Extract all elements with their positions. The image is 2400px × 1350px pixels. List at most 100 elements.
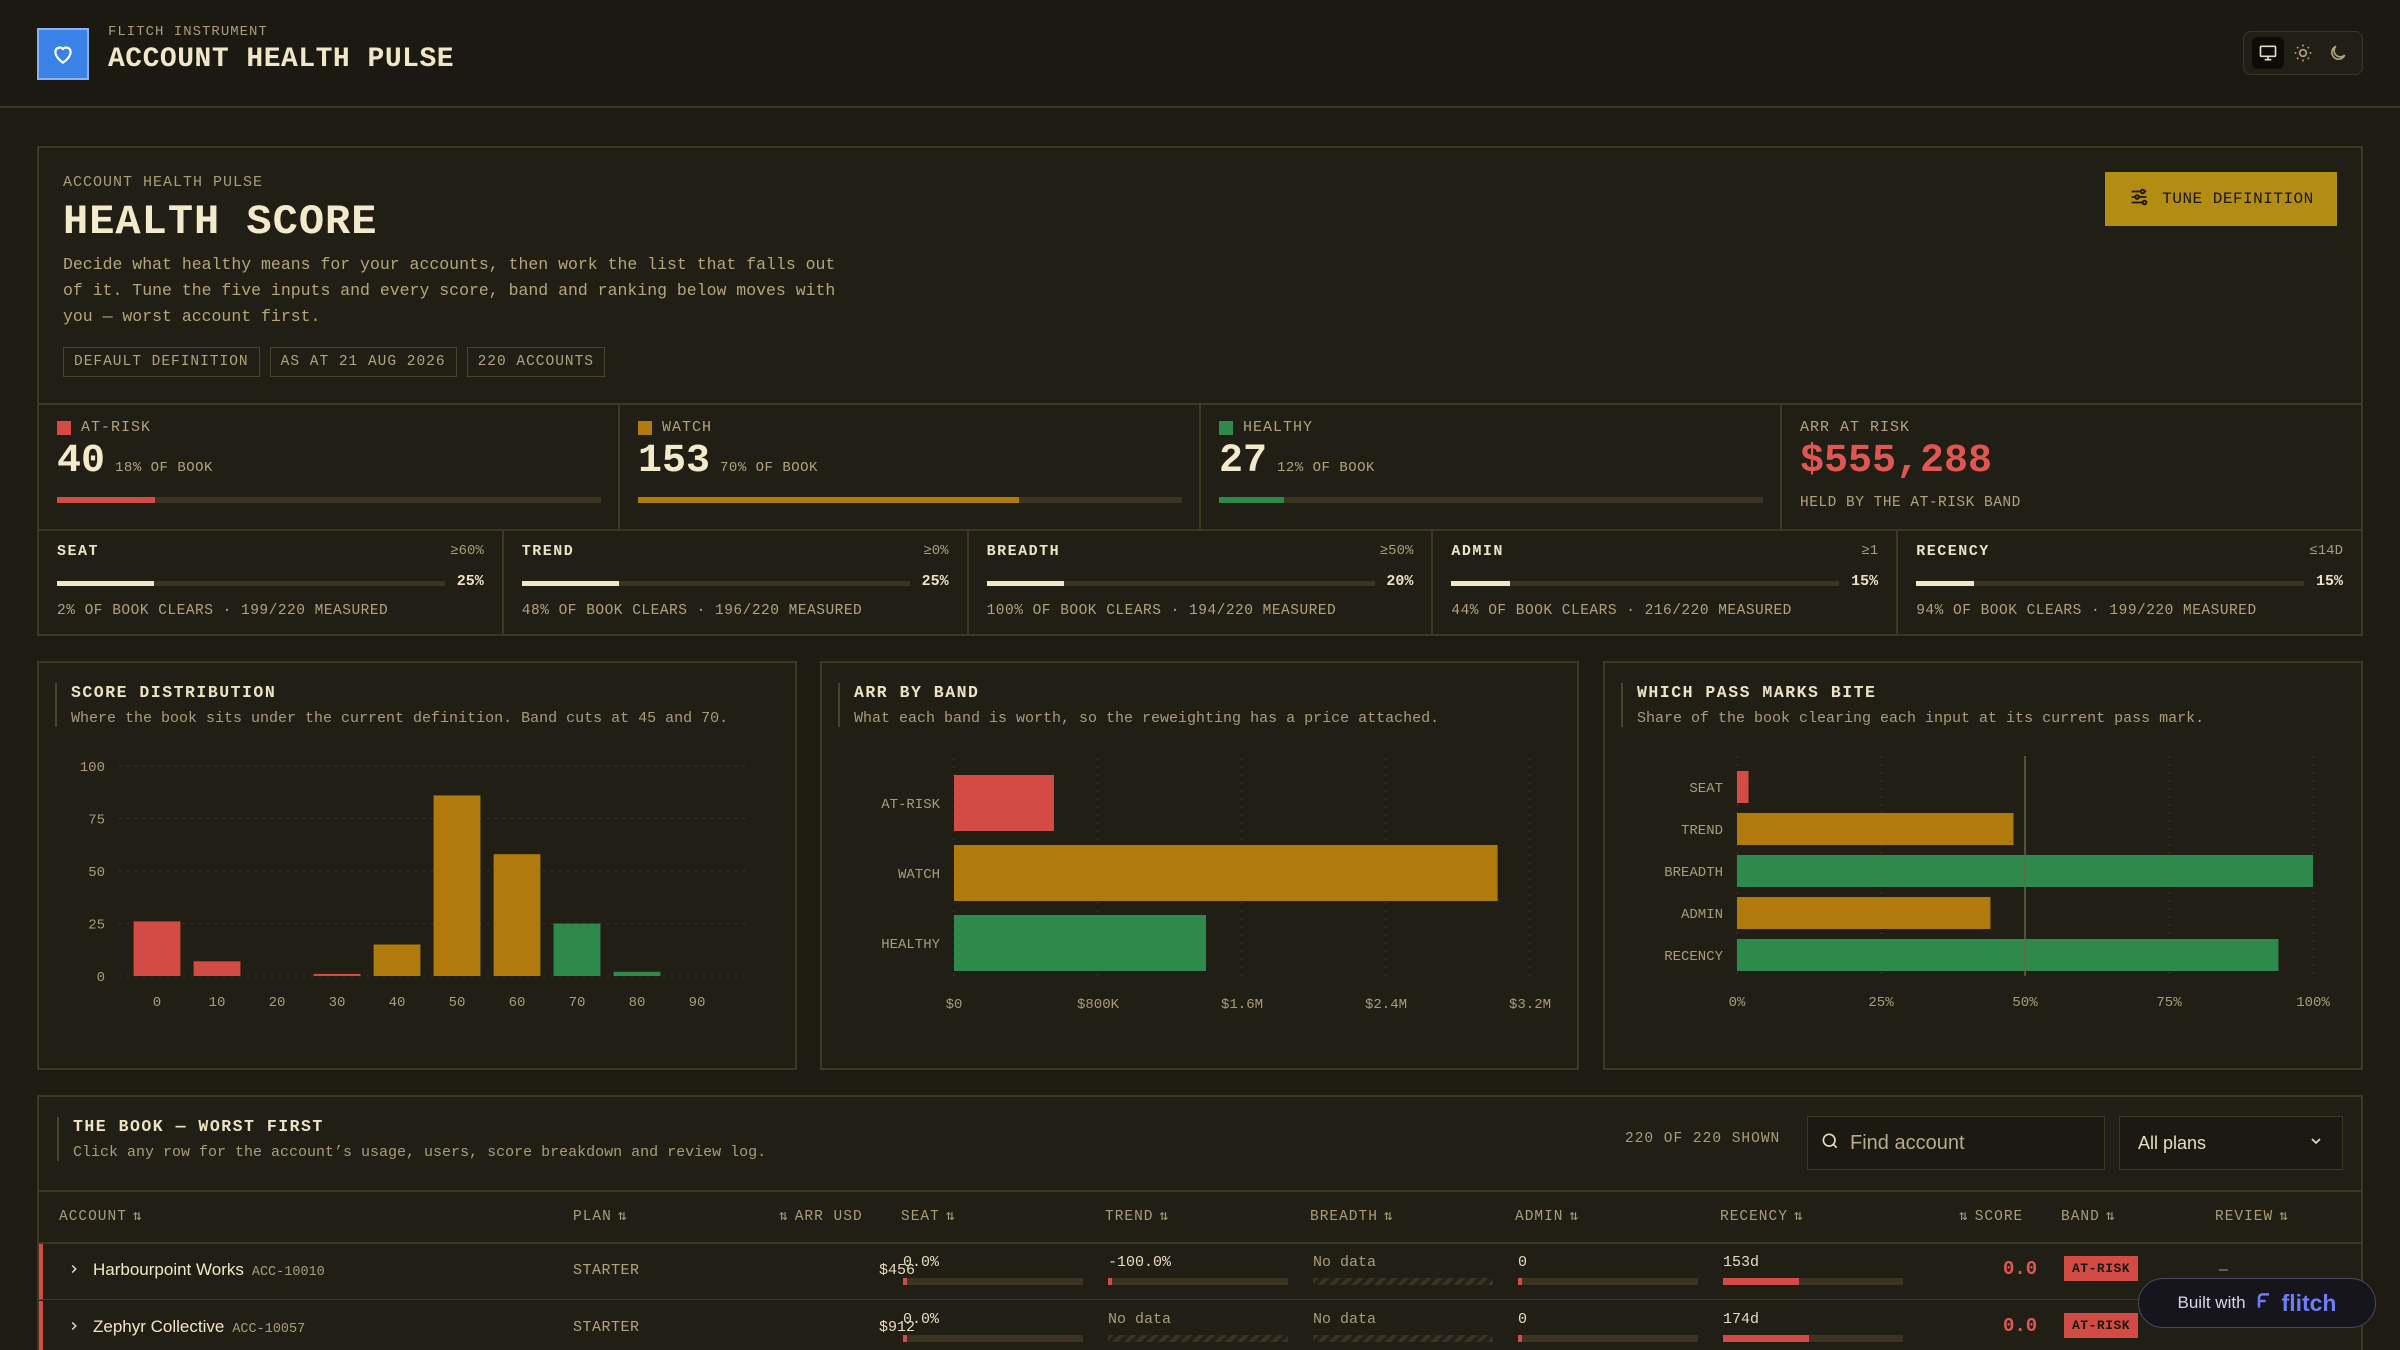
x-tick-label: 60 bbox=[509, 995, 526, 1011]
col-recency[interactable]: RECENCY ⇅ bbox=[1720, 1208, 1804, 1226]
tune-definition-button[interactable]: TUNE DEFINITION bbox=[2105, 172, 2337, 226]
input-weight: 15% bbox=[2315, 573, 2343, 590]
input-pass-mark: ≥60% bbox=[450, 543, 484, 559]
sort-icon: ⇅ bbox=[1793, 1209, 1804, 1225]
band-healthy[interactable]: HEALTHY 27 12% OF BOOK bbox=[1201, 405, 1782, 529]
x-tick-label: 30 bbox=[329, 995, 346, 1011]
y-tick-label: 100 bbox=[80, 760, 105, 776]
bar bbox=[193, 961, 241, 976]
x-tick-label: 100% bbox=[2296, 995, 2330, 1011]
chip-definition: DEFAULT DEFINITION bbox=[63, 347, 260, 377]
sort-icon: ⇅ bbox=[2105, 1209, 2116, 1225]
hero-description: Decide what healthy means for your accou… bbox=[63, 255, 836, 326]
x-tick-label: 80 bbox=[629, 995, 646, 1011]
table-row[interactable]: Zephyr Collective ACC-10057 STARTER $912 … bbox=[39, 1301, 2361, 1350]
input-name: SEAT bbox=[57, 543, 100, 560]
account-id: ACC-10010 bbox=[251, 1265, 325, 1280]
seat-bar bbox=[903, 1335, 1083, 1342]
chevron-right-icon[interactable] bbox=[67, 1262, 81, 1281]
col-review[interactable]: REVIEW ⇅ bbox=[2215, 1208, 2289, 1226]
input-name: ADMIN bbox=[1451, 543, 1504, 560]
y-tick-label: 75 bbox=[88, 813, 105, 829]
band-label: AT-RISK bbox=[81, 419, 152, 436]
built-with-prefix: Built with bbox=[2177, 1293, 2246, 1312]
built-with-brand: flitch bbox=[2281, 1289, 2337, 1316]
col-score[interactable]: ⇅ SCORE bbox=[1959, 1208, 2024, 1226]
sun-icon[interactable] bbox=[2287, 37, 2319, 69]
bar bbox=[493, 854, 541, 976]
trend-no-data-bar bbox=[1108, 1335, 1288, 1342]
monitor-icon[interactable] bbox=[2251, 37, 2284, 69]
sort-icon: ⇅ bbox=[2279, 1209, 2289, 1225]
col-trend[interactable]: TREND ⇅ bbox=[1105, 1208, 1170, 1226]
band-at-risk[interactable]: AT-RISK 40 18% OF BOOK bbox=[39, 405, 620, 529]
bar bbox=[1737, 771, 1749, 803]
sort-icon: ⇅ bbox=[1959, 1209, 1969, 1225]
input-weight: 25% bbox=[456, 573, 484, 590]
trend-bar bbox=[1108, 1278, 1288, 1285]
flitch-logo-icon bbox=[2254, 1291, 2274, 1316]
plan-filter-select[interactable]: All plans bbox=[2119, 1116, 2343, 1170]
table-title: THE BOOK — WORST FIRST bbox=[73, 1117, 324, 1136]
input-trend[interactable]: TREND ≥0% 25% 48% OF BOOK CLEARS · 196/2… bbox=[504, 531, 969, 634]
bar bbox=[613, 971, 661, 976]
col-plan[interactable]: PLAN ⇅ bbox=[573, 1208, 628, 1226]
col-account[interactable]: ACCOUNT ⇅ bbox=[59, 1208, 143, 1226]
app-title: ACCOUNT HEALTH PULSE bbox=[108, 44, 455, 75]
input-footnote: 100% OF BOOK CLEARS · 194/220 MEASURED bbox=[986, 603, 1337, 619]
input-breadth[interactable]: BREADTH ≥50% 20% 100% OF BOOK CLEARS · 1… bbox=[969, 531, 1434, 634]
input-seat[interactable]: SEAT ≥60% 25% 2% OF BOOK CLEARS · 199/22… bbox=[39, 531, 504, 634]
category-label: HEALTHY bbox=[881, 937, 940, 953]
account-plan: STARTER bbox=[573, 1319, 640, 1336]
table-subtitle: Click any row for the account’s usage, u… bbox=[73, 1144, 767, 1161]
band-count: 153 bbox=[638, 439, 711, 484]
input-weight-bar bbox=[1451, 581, 1840, 586]
x-tick-label: 70 bbox=[569, 995, 586, 1011]
breadth-value: No data bbox=[1313, 1254, 1377, 1271]
search-input[interactable] bbox=[1850, 1131, 2090, 1155]
sort-icon: ⇅ bbox=[1159, 1209, 1170, 1225]
col-breadth[interactable]: BREADTH ⇅ bbox=[1310, 1208, 1394, 1226]
col-seat[interactable]: SEAT ⇅ bbox=[901, 1208, 956, 1226]
chart-title: ARR BY BAND bbox=[854, 683, 980, 702]
sort-icon: ⇅ bbox=[945, 1209, 956, 1225]
seat-bar bbox=[903, 1278, 1083, 1285]
input-weight-bar bbox=[57, 581, 445, 586]
input-weight-bar bbox=[1916, 581, 2305, 586]
band-watch[interactable]: WATCH 153 70% OF BOOK bbox=[620, 405, 1201, 529]
input-weight-bar bbox=[986, 581, 1375, 586]
input-admin[interactable]: ADMIN ≥1 15% 44% OF BOOK CLEARS · 216/22… bbox=[1433, 531, 1899, 634]
tune-definition-label: TUNE DEFINITION bbox=[2162, 190, 2314, 208]
built-with-badge[interactable]: Built with flitch bbox=[2138, 1278, 2376, 1328]
chart-title: WHICH PASS MARKS BITE bbox=[1637, 683, 1877, 702]
input-recency[interactable]: RECENCY ≤14D 15% 94% OF BOOK CLEARS · 19… bbox=[1898, 531, 2361, 634]
band-label: WATCH bbox=[662, 419, 713, 436]
moon-icon[interactable] bbox=[2322, 37, 2354, 69]
sort-icon: ⇅ bbox=[132, 1209, 143, 1225]
input-pass-mark: ≥50% bbox=[1379, 543, 1414, 559]
rows-shown-count: 220 OF 220 SHOWN bbox=[1625, 1131, 1781, 1147]
x-tick-label: $1.6M bbox=[1221, 997, 1263, 1013]
score-value: 0.0 bbox=[2003, 1258, 2038, 1280]
watch-swatch bbox=[638, 420, 652, 435]
band-count: 27 bbox=[1219, 439, 1268, 484]
col-band[interactable]: BAND ⇅ bbox=[2061, 1208, 2116, 1226]
chevron-right-icon[interactable] bbox=[67, 1319, 81, 1338]
account-name: Harbourpoint Works bbox=[93, 1260, 244, 1279]
band-share: 70% OF BOOK bbox=[720, 460, 818, 476]
breadth-no-data-bar bbox=[1313, 1335, 1493, 1342]
input-pass-mark: ≥1 bbox=[1861, 543, 1879, 559]
recency-value: 174d bbox=[1723, 1311, 1760, 1328]
account-arr: $456 bbox=[878, 1262, 915, 1279]
sort-icon: ⇅ bbox=[617, 1209, 628, 1225]
col-arr[interactable]: ⇅ ARR USD bbox=[779, 1208, 863, 1226]
admin-bar bbox=[1518, 1278, 1698, 1285]
table-row[interactable]: Harbourpoint Works ACC-10010 STARTER $456… bbox=[39, 1244, 2361, 1300]
bar bbox=[553, 923, 601, 976]
bar bbox=[954, 845, 1498, 901]
page-title: HEALTH SCORE bbox=[63, 198, 378, 246]
arr-at-risk-sub: HELD BY THE AT-RISK BAND bbox=[1800, 495, 2021, 511]
input-name: RECENCY bbox=[1916, 543, 1990, 560]
col-admin[interactable]: ADMIN ⇅ bbox=[1515, 1208, 1580, 1226]
input-weight: 20% bbox=[1386, 573, 1414, 590]
